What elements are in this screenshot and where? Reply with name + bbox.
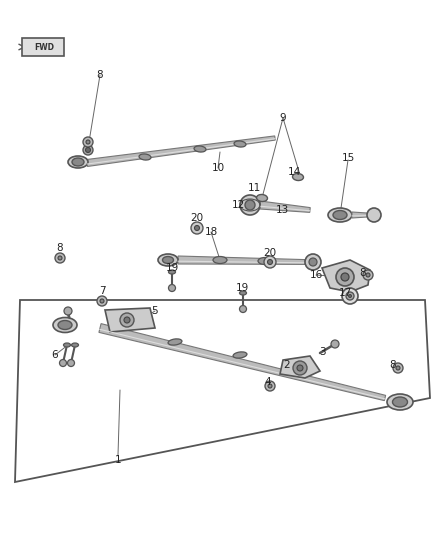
- Circle shape: [83, 137, 93, 147]
- Text: 20: 20: [191, 213, 204, 223]
- Ellipse shape: [53, 318, 77, 333]
- Polygon shape: [280, 356, 320, 378]
- Text: 3: 3: [319, 347, 325, 357]
- Circle shape: [341, 273, 349, 281]
- Circle shape: [191, 222, 203, 234]
- Ellipse shape: [293, 173, 304, 181]
- Circle shape: [55, 253, 65, 263]
- Polygon shape: [22, 38, 64, 56]
- Text: 11: 11: [247, 183, 261, 193]
- Text: 19: 19: [235, 283, 249, 293]
- Circle shape: [124, 317, 130, 323]
- Ellipse shape: [234, 141, 246, 147]
- Circle shape: [331, 340, 339, 348]
- Circle shape: [100, 299, 104, 303]
- Ellipse shape: [139, 154, 151, 160]
- Ellipse shape: [303, 365, 317, 371]
- Text: 13: 13: [276, 205, 289, 215]
- Text: 16: 16: [309, 270, 323, 280]
- Ellipse shape: [233, 352, 247, 358]
- Text: 8: 8: [57, 243, 64, 253]
- Polygon shape: [105, 308, 155, 332]
- Ellipse shape: [68, 156, 88, 168]
- Circle shape: [268, 384, 272, 388]
- Circle shape: [393, 363, 403, 373]
- Circle shape: [349, 295, 352, 297]
- Text: 9: 9: [280, 113, 286, 123]
- Circle shape: [268, 260, 272, 264]
- Polygon shape: [87, 136, 275, 166]
- Ellipse shape: [257, 195, 268, 201]
- Ellipse shape: [169, 270, 176, 274]
- Circle shape: [85, 148, 91, 152]
- Ellipse shape: [158, 254, 178, 266]
- Text: 14: 14: [287, 167, 300, 177]
- Circle shape: [97, 296, 107, 306]
- Text: 15: 15: [341, 153, 355, 163]
- Circle shape: [58, 256, 62, 260]
- Circle shape: [264, 256, 276, 268]
- Ellipse shape: [213, 256, 227, 263]
- Text: 4: 4: [265, 377, 271, 387]
- Text: 6: 6: [52, 350, 58, 360]
- Circle shape: [363, 270, 373, 280]
- Ellipse shape: [387, 394, 413, 410]
- Text: 12: 12: [231, 200, 245, 210]
- Polygon shape: [322, 260, 370, 292]
- Circle shape: [293, 361, 307, 375]
- Circle shape: [240, 305, 247, 312]
- Text: 2: 2: [284, 360, 290, 370]
- Text: 8: 8: [97, 70, 103, 80]
- Circle shape: [169, 285, 176, 292]
- Text: FWD: FWD: [34, 43, 54, 52]
- Ellipse shape: [392, 397, 407, 407]
- Circle shape: [86, 140, 90, 144]
- Text: 10: 10: [212, 163, 225, 173]
- Circle shape: [346, 292, 354, 300]
- Polygon shape: [352, 212, 370, 218]
- Circle shape: [120, 313, 134, 327]
- Ellipse shape: [58, 320, 72, 329]
- Ellipse shape: [194, 146, 206, 152]
- Text: 19: 19: [166, 263, 179, 273]
- Circle shape: [309, 258, 317, 266]
- Polygon shape: [99, 324, 385, 401]
- Ellipse shape: [258, 257, 272, 264]
- Text: 20: 20: [263, 248, 276, 258]
- Circle shape: [83, 145, 93, 155]
- Text: 8: 8: [360, 268, 366, 278]
- Text: 1: 1: [115, 455, 121, 465]
- Circle shape: [305, 254, 321, 270]
- Circle shape: [245, 200, 255, 210]
- Ellipse shape: [64, 343, 71, 347]
- Text: 18: 18: [205, 227, 218, 237]
- Circle shape: [194, 225, 199, 230]
- Circle shape: [336, 268, 354, 286]
- Ellipse shape: [168, 339, 182, 345]
- Ellipse shape: [328, 208, 352, 222]
- Text: 7: 7: [99, 286, 105, 296]
- Text: 5: 5: [152, 306, 158, 316]
- Circle shape: [366, 273, 370, 277]
- Text: 8: 8: [390, 360, 396, 370]
- Ellipse shape: [240, 291, 247, 295]
- Circle shape: [67, 359, 74, 367]
- Polygon shape: [260, 201, 310, 212]
- Circle shape: [297, 365, 303, 371]
- Circle shape: [396, 366, 400, 370]
- Circle shape: [60, 359, 67, 367]
- Circle shape: [240, 195, 260, 215]
- Circle shape: [367, 208, 381, 222]
- Circle shape: [265, 381, 275, 391]
- Ellipse shape: [333, 211, 347, 220]
- Ellipse shape: [72, 158, 84, 166]
- Text: 17: 17: [339, 288, 352, 298]
- Circle shape: [342, 288, 358, 304]
- Ellipse shape: [162, 256, 173, 263]
- Polygon shape: [178, 256, 305, 264]
- Circle shape: [64, 307, 72, 315]
- Ellipse shape: [71, 343, 78, 347]
